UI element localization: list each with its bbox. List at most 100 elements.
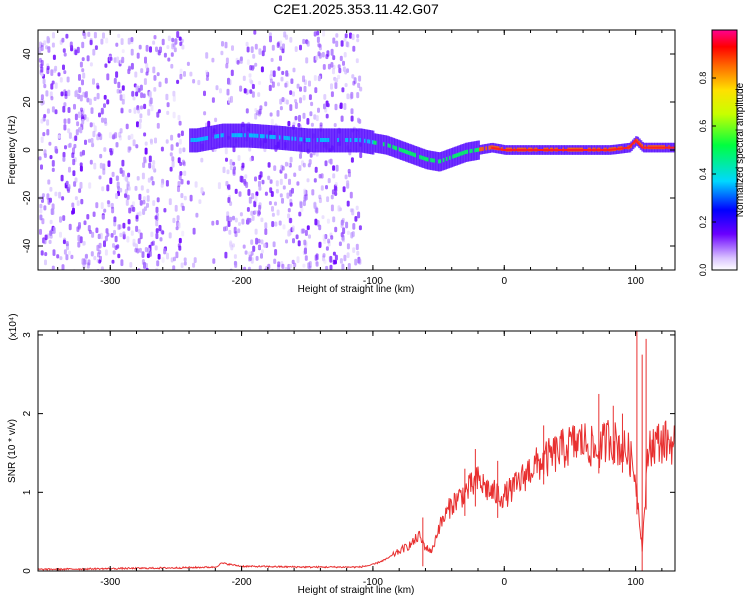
noise-cell: [121, 49, 125, 54]
noise-cell: [100, 38, 104, 45]
noise-cell: [299, 201, 303, 209]
signal-core: [393, 145, 397, 150]
signal-core: [471, 148, 474, 153]
signal-band: [444, 150, 447, 170]
signal-core: [420, 155, 424, 160]
noise-cell: [337, 64, 341, 69]
noise-cell: [81, 68, 85, 73]
noise-cell: [40, 42, 44, 48]
noise-cell: [217, 182, 221, 190]
noise-cell: [170, 144, 174, 151]
noise-cell: [347, 168, 351, 174]
noise-cell: [246, 46, 250, 53]
noise-cell: [160, 146, 164, 152]
noise-cell: [164, 77, 168, 84]
noise-cell: [300, 228, 304, 234]
noise-cell: [80, 107, 83, 112]
noise-cell: [261, 179, 265, 185]
noise-cell: [173, 256, 176, 262]
noise-cell: [276, 110, 280, 117]
noise-cell: [278, 220, 282, 226]
noise-cell: [294, 46, 298, 52]
noise-cell: [54, 191, 58, 197]
noise-cell: [150, 231, 154, 238]
noise-cell: [334, 186, 338, 193]
noise-cell: [240, 175, 244, 183]
noise-cell: [318, 241, 322, 249]
noise-cell: [59, 231, 62, 238]
signal-band: [378, 134, 381, 154]
noise-cell: [344, 33, 348, 39]
noise-cell: [269, 78, 273, 84]
noise-cell: [40, 59, 44, 67]
noise-cell: [132, 139, 136, 147]
signal-core: [345, 138, 348, 142]
noise-cell: [156, 260, 160, 267]
signal-core: [321, 138, 324, 142]
signal-core: [198, 137, 201, 142]
noise-cell: [355, 205, 359, 211]
noise-cell: [214, 117, 218, 123]
noise-cell: [43, 114, 47, 119]
noise-cell: [341, 87, 345, 93]
noise-cell: [358, 75, 362, 82]
noise-cell: [335, 40, 339, 48]
noise-cell: [249, 89, 253, 94]
noise-cell: [46, 65, 50, 71]
noise-cell: [161, 230, 165, 235]
noise-cell: [356, 250, 360, 256]
snr-y-label: SNR (10 * v/v): [7, 419, 18, 483]
signal-core: [272, 135, 276, 139]
noise-cell: [48, 239, 52, 244]
noise-cell: [49, 155, 53, 160]
noise-cell: [274, 221, 278, 227]
noise-cell: [271, 206, 274, 212]
noise-cell: [158, 46, 162, 52]
noise-cell: [263, 268, 267, 270]
noise-cell: [43, 205, 47, 211]
signal-band: [351, 128, 354, 153]
noise-cell: [49, 186, 53, 192]
noise-cell: [226, 169, 230, 175]
noise-cell: [121, 170, 125, 177]
colorbar-ticks: 0.0 0.2 0.4 0.6 0.8: [698, 72, 716, 276]
noise-cell: [300, 207, 304, 213]
noise-cell: [148, 162, 152, 169]
signal-band: [296, 127, 299, 152]
noise-cell: [224, 147, 228, 155]
noise-cell: [142, 196, 146, 201]
noise-cell: [245, 108, 249, 114]
noise-cell: [283, 31, 287, 38]
noise-cell: [41, 193, 45, 198]
noise-cell: [79, 181, 83, 189]
noise-cell: [98, 259, 102, 264]
signal-band: [441, 151, 444, 171]
snr-x-ticks: -300 -200 -100 0 100: [57, 331, 663, 588]
x-tick-label: -100: [363, 577, 383, 588]
noise-cell: [322, 253, 326, 258]
noise-cell: [334, 191, 338, 197]
noise-cell: [79, 126, 83, 134]
noise-cell: [335, 33, 339, 38]
colorbar-tick-label: 0.2: [698, 216, 708, 229]
noise-cell: [260, 66, 264, 73]
noise-cell: [166, 102, 170, 108]
noise-cell: [90, 137, 94, 144]
noise-cell: [313, 114, 317, 120]
noise-cell: [103, 103, 106, 108]
noise-cell: [111, 206, 115, 214]
noise-cell: [310, 101, 314, 107]
noise-cell: [52, 54, 56, 60]
noise-cell: [61, 196, 65, 201]
signal-core: [412, 152, 416, 157]
noise-cell: [254, 176, 257, 182]
noise-cell: [238, 191, 242, 197]
noise-cell: [260, 239, 264, 245]
noise-cell: [269, 179, 273, 184]
noise-cell: [135, 144, 139, 149]
snr-scale-label: (x10⁴): [8, 313, 19, 340]
noise-cell: [177, 157, 181, 164]
noise-cell: [250, 239, 254, 245]
noise-cell: [356, 34, 360, 39]
noise-cell: [219, 88, 222, 94]
